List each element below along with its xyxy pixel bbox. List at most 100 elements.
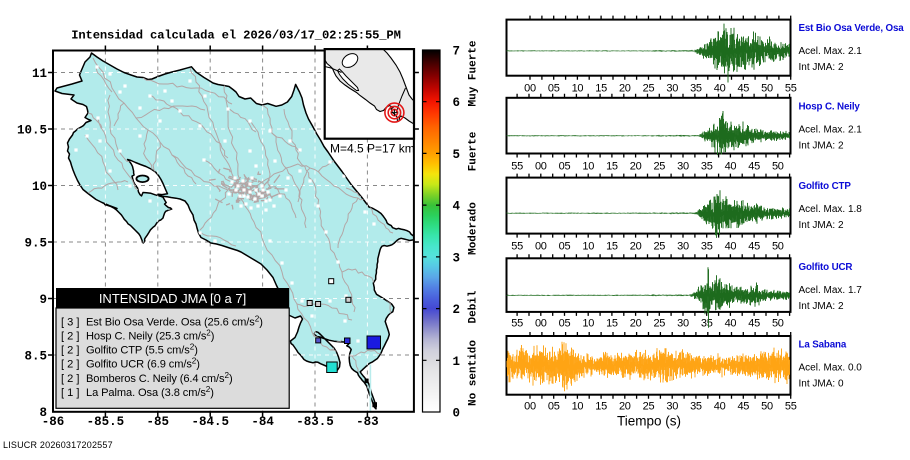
svg-text:30: 30: [677, 318, 689, 330]
svg-text:-85: -85: [147, 415, 170, 429]
svg-text:20: 20: [630, 161, 642, 173]
svg-text:10: 10: [582, 241, 594, 253]
svg-text:35: 35: [690, 83, 702, 95]
svg-text:Acel. Max. 2.1: Acel. Max. 2.1: [799, 46, 863, 57]
svg-text:30: 30: [666, 83, 678, 95]
svg-text:25: 25: [643, 401, 655, 413]
svg-text:1: 1: [453, 355, 461, 369]
svg-text:15: 15: [606, 241, 618, 253]
svg-text:50: 50: [761, 401, 773, 413]
svg-text:05: 05: [548, 401, 560, 413]
svg-text:Tiempo (s): Tiempo (s): [617, 414, 681, 429]
svg-text:Muy Fuerte: Muy Fuerte: [468, 40, 480, 106]
svg-text:05: 05: [548, 83, 560, 95]
svg-text:50: 50: [772, 318, 784, 330]
svg-text:35: 35: [690, 401, 702, 413]
svg-text:Fuerte: Fuerte: [468, 131, 480, 171]
svg-text:10.5: 10.5: [17, 124, 47, 138]
svg-text:00: 00: [524, 83, 536, 95]
svg-text:45: 45: [748, 241, 760, 253]
svg-text:50: 50: [772, 241, 784, 253]
svg-text:05: 05: [559, 241, 571, 253]
svg-text:05: 05: [559, 161, 571, 173]
svg-text:15: 15: [606, 318, 618, 330]
svg-text:M=4.5 P=17 km: M=4.5 P=17 km: [330, 142, 415, 156]
svg-text:55: 55: [785, 83, 797, 95]
svg-text:Hosp C. Neily (25.3 cm/s2): Hosp C. Neily (25.3 cm/s2): [86, 329, 214, 343]
svg-text:20: 20: [630, 318, 642, 330]
svg-text:Acel. Max. 0.0: Acel. Max. 0.0: [799, 363, 863, 374]
svg-text:40: 40: [714, 401, 726, 413]
svg-text:Int JMA: 0: Int JMA: 0: [799, 379, 844, 390]
svg-text:00: 00: [535, 161, 547, 173]
svg-text:30: 30: [677, 161, 689, 173]
svg-text:[ 2 ]: [ 2 ]: [61, 359, 80, 371]
svg-text:Acel. Max. 1.7: Acel. Max. 1.7: [799, 285, 863, 296]
svg-text:20: 20: [619, 401, 631, 413]
svg-text:55: 55: [785, 401, 797, 413]
svg-text:2: 2: [453, 303, 461, 317]
svg-text:-84.5: -84.5: [191, 415, 229, 429]
svg-text:15: 15: [606, 161, 618, 173]
svg-text:-85.5: -85.5: [87, 415, 125, 429]
svg-text:0: 0: [453, 407, 461, 421]
svg-text:00: 00: [535, 318, 547, 330]
svg-text:25: 25: [653, 161, 665, 173]
svg-text:Golfito CTP (5.5 cm/s2): Golfito CTP (5.5 cm/s2): [86, 343, 198, 357]
svg-text:20: 20: [619, 83, 631, 95]
svg-text:35: 35: [701, 318, 713, 330]
svg-text:25: 25: [653, 318, 665, 330]
svg-text:10: 10: [582, 161, 594, 173]
svg-text:La Sabana: La Sabana: [799, 340, 847, 351]
svg-text:40: 40: [725, 161, 737, 173]
svg-text:Bomberos C. Neily (6.4 cm/s2): Bomberos C. Neily (6.4 cm/s2): [86, 371, 233, 385]
svg-text:45: 45: [737, 83, 749, 95]
svg-text:Int JMA: 2: Int JMA: 2: [799, 62, 844, 73]
svg-text:[ 2 ]: [ 2 ]: [61, 373, 80, 385]
svg-text:8.5: 8.5: [24, 350, 47, 364]
svg-text:LISUCR 20260317202557: LISUCR 20260317202557: [3, 440, 113, 450]
svg-text:15: 15: [595, 401, 607, 413]
svg-text:3: 3: [453, 251, 461, 265]
svg-text:Hosp C. Neily: Hosp C. Neily: [799, 101, 861, 112]
svg-text:La Palma. Osa (3.8 cm/s2): La Palma. Osa (3.8 cm/s2): [86, 385, 214, 399]
svg-text:05: 05: [559, 318, 571, 330]
svg-text:Golfito CTP: Golfito CTP: [799, 181, 852, 192]
svg-text:-83: -83: [356, 415, 379, 429]
svg-text:Int JMA: 2: Int JMA: 2: [799, 140, 844, 151]
svg-text:55: 55: [511, 161, 523, 173]
svg-text:Intensidad calculada el 2026/0: Intensidad calculada el 2026/03/17_02:25…: [71, 29, 401, 43]
svg-text:[ 2 ]: [ 2 ]: [61, 345, 80, 357]
svg-text:00: 00: [524, 401, 536, 413]
svg-text:Int JMA: 2: Int JMA: 2: [799, 301, 844, 312]
svg-text:5: 5: [453, 148, 461, 162]
svg-text:-86: -86: [42, 415, 65, 429]
svg-text:[ 1 ]: [ 1 ]: [61, 387, 80, 399]
svg-text:Debil: Debil: [468, 290, 480, 323]
svg-text:10: 10: [572, 83, 584, 95]
svg-text:Golfito UCR: Golfito UCR: [799, 262, 853, 273]
svg-text:4: 4: [453, 200, 461, 214]
svg-text:6: 6: [453, 96, 461, 110]
svg-text:-83.5: -83.5: [296, 415, 334, 429]
svg-text:25: 25: [653, 241, 665, 253]
svg-text:[ 3 ]: [ 3 ]: [61, 317, 80, 329]
svg-text:35: 35: [701, 161, 713, 173]
svg-text:Moderado: Moderado: [468, 202, 480, 255]
svg-text:25: 25: [643, 83, 655, 95]
svg-text:40: 40: [725, 318, 737, 330]
svg-text:Acel. Max. 1.8: Acel. Max. 1.8: [799, 204, 863, 215]
svg-text:10: 10: [32, 180, 47, 194]
svg-text:55: 55: [511, 241, 523, 253]
svg-text:9.5: 9.5: [24, 237, 47, 251]
svg-text:No sentido: No sentido: [468, 340, 480, 406]
svg-text:Est Bio Osa Verde, Osa: Est Bio Osa Verde, Osa: [799, 23, 905, 34]
svg-text:-84: -84: [251, 415, 274, 429]
svg-text:[ 2 ]: [ 2 ]: [61, 331, 80, 343]
svg-text:9: 9: [39, 293, 47, 307]
svg-text:20: 20: [630, 241, 642, 253]
svg-text:50: 50: [761, 83, 773, 95]
svg-text:Int JMA: 2: Int JMA: 2: [799, 220, 844, 231]
svg-text:Acel. Max. 2.1: Acel. Max. 2.1: [799, 124, 863, 135]
svg-text:Est Bio Osa Verde. Osa (25.6 c: Est Bio Osa Verde. Osa (25.6 cm/s2): [86, 315, 263, 329]
